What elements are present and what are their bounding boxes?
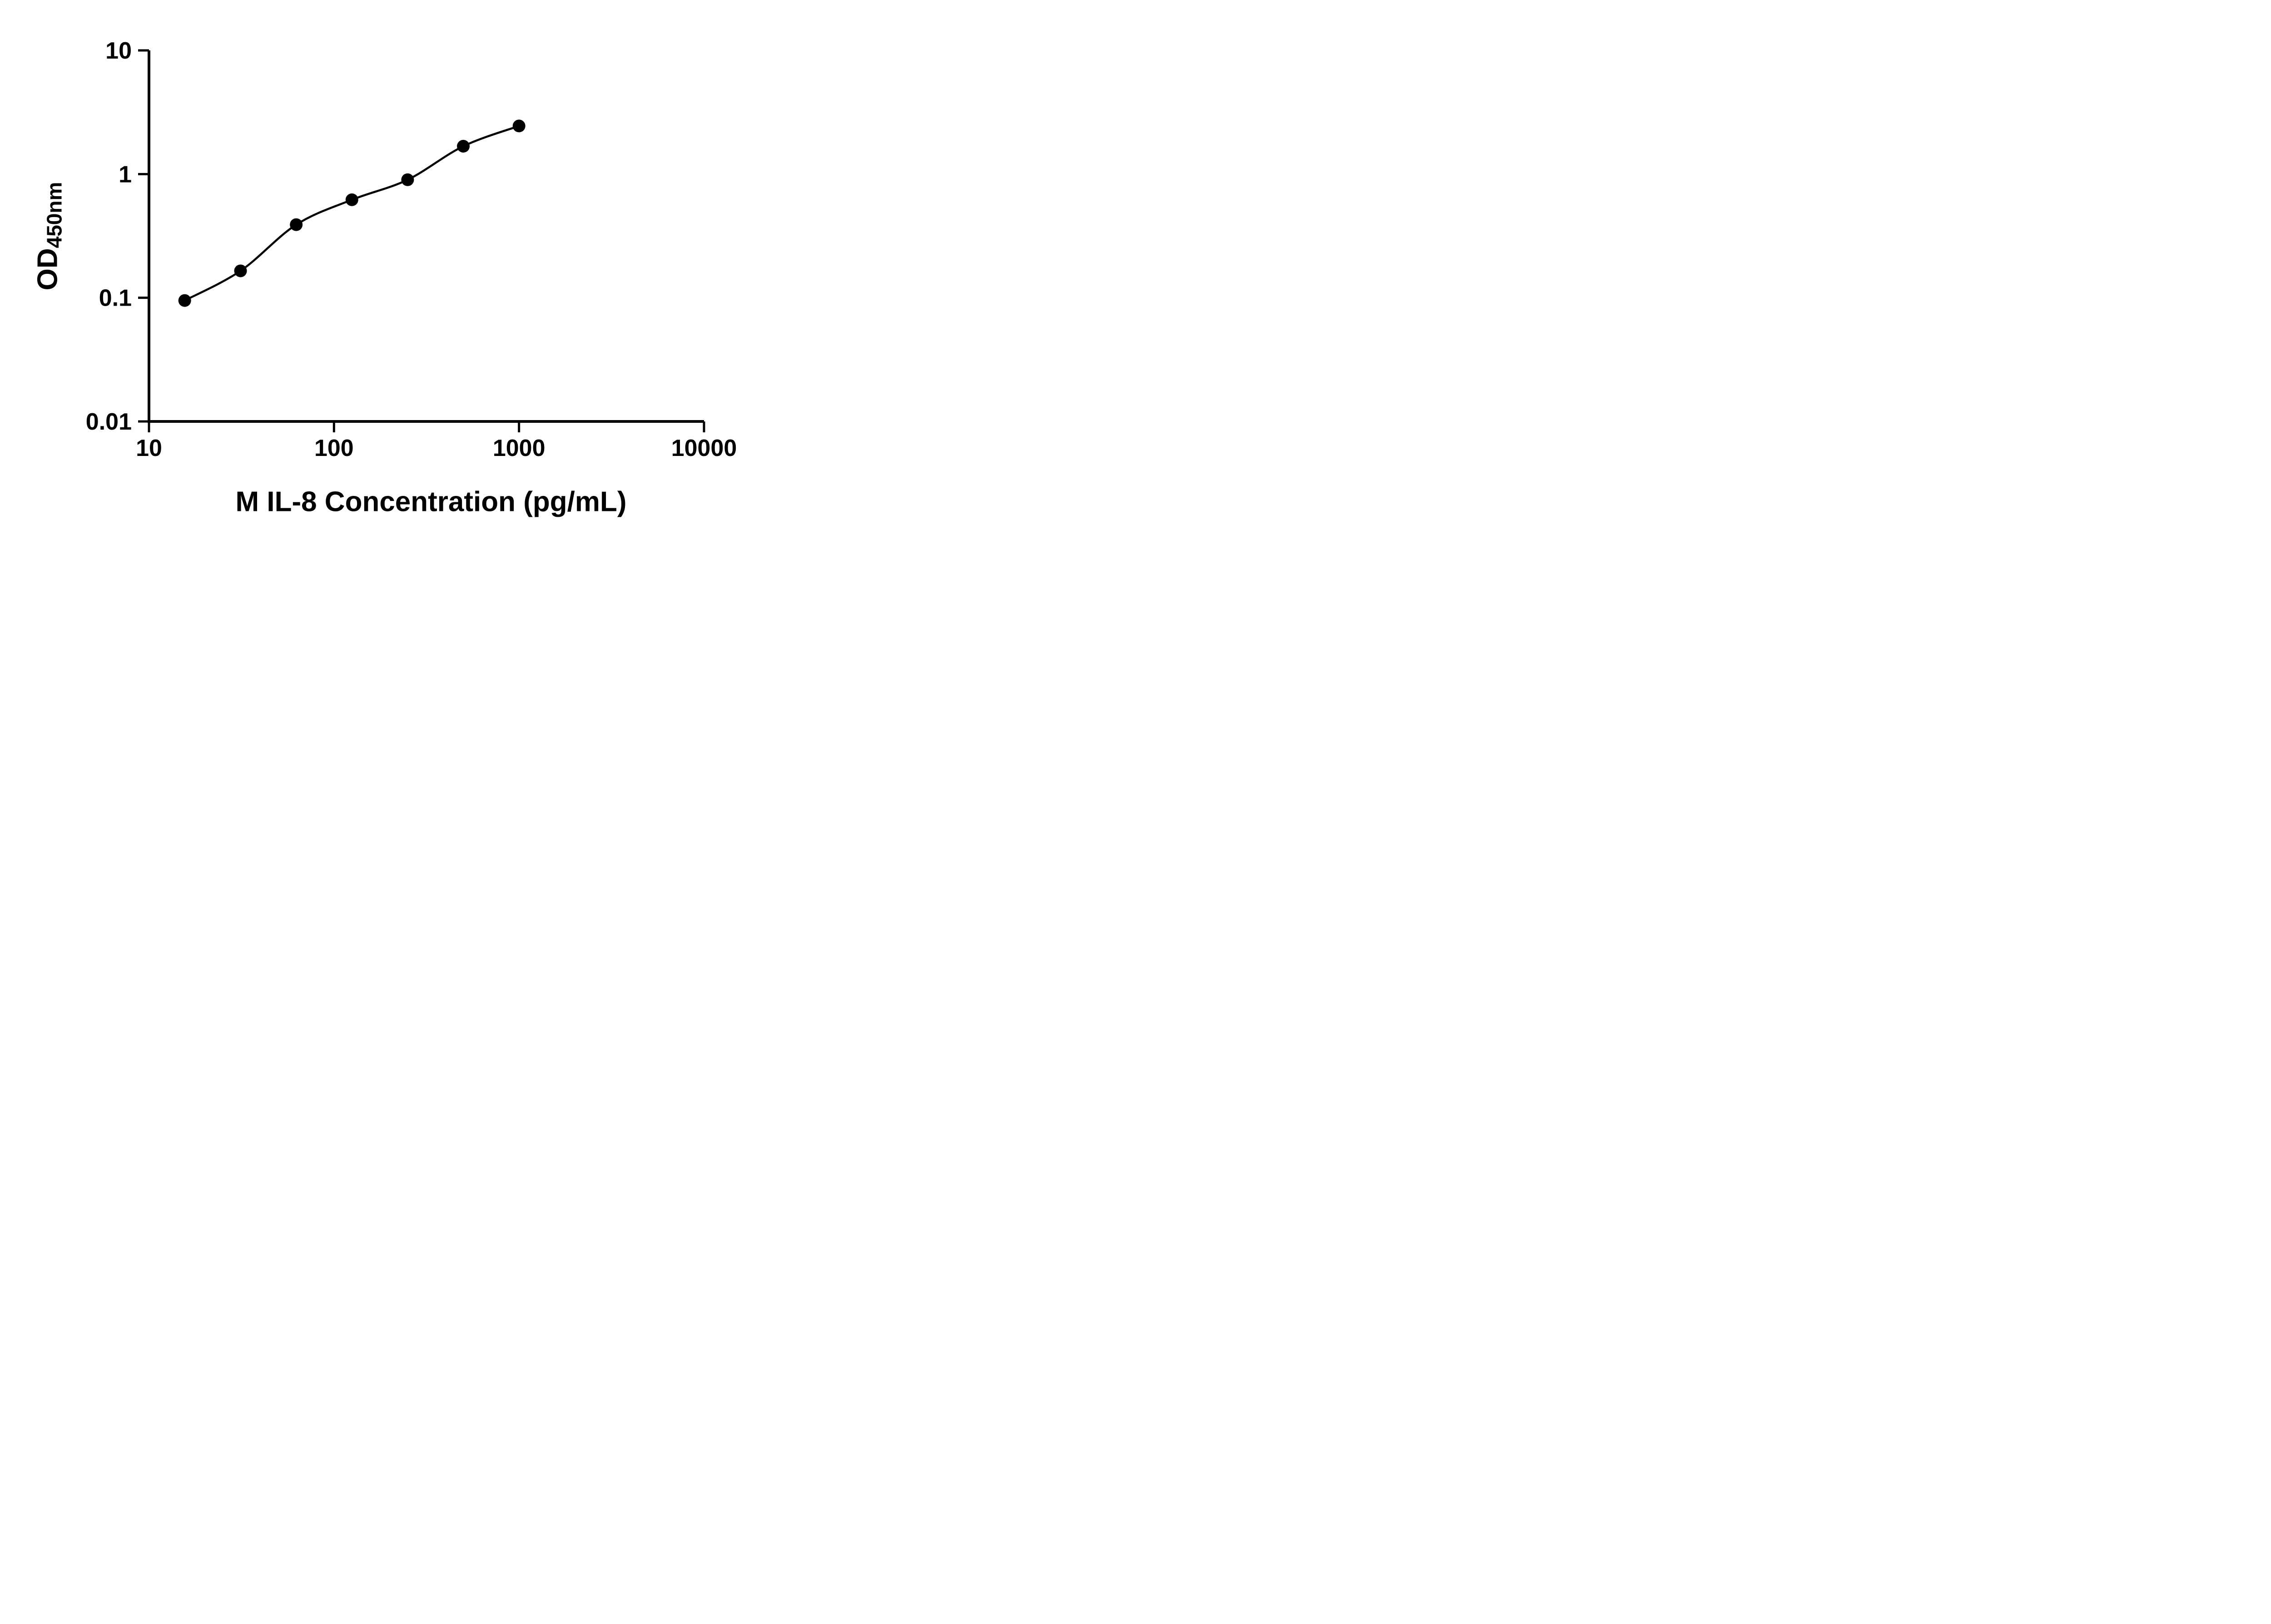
y-tick-label: 0.01 [86,409,132,435]
chart-plot-area: 10 100 1000 10000 0.01 0.1 1 10 [86,38,737,461]
y-axis-label-main: OD [32,248,64,291]
y-axis-label: OD450nm [32,182,66,291]
x-tick-label: 1000 [493,435,545,461]
data-point [512,119,526,133]
x-tick-label: 100 [314,435,354,461]
standard-curve-line [183,125,520,302]
axis-lines [148,50,704,423]
x-axis-label: M IL-8 Concentration (pg/mL) [235,486,627,518]
y-tick-label: 1 [119,161,132,188]
y-axis-label-sub: 450nm [42,182,66,248]
data-point [178,294,191,307]
data-point [290,218,303,231]
x-tick-label: 10000 [671,435,737,461]
x-tick-label: 10 [136,435,162,461]
data-point [457,139,470,153]
data-point [401,173,414,186]
data-point [234,264,247,277]
y-tick-label: 0.1 [99,285,132,312]
elisa-standard-curve-figure: 10 100 1000 10000 0.01 0.1 1 10 OD450nm M IL-8 … [0,0,777,541]
y-tick-label: 10 [105,38,132,64]
data-point [345,193,358,206]
